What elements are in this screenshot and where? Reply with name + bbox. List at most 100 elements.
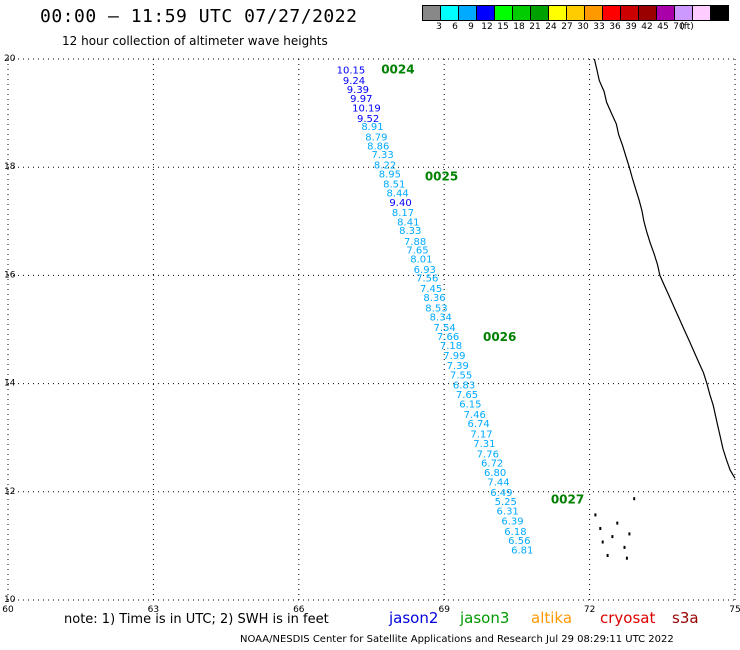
lat-tick-label: 12	[4, 487, 15, 497]
swh-value: 8.95	[379, 170, 401, 181]
island	[606, 554, 609, 557]
lat-lon-grid	[7, 58, 736, 601]
swh-value: 8.33	[399, 226, 421, 237]
pass-number-label: 0027	[551, 492, 584, 506]
swh-value: 8.51	[383, 179, 405, 190]
legend-unit: (ft)	[680, 22, 694, 32]
swh-value: 6.18	[504, 527, 526, 538]
swh-value: 8.79	[365, 132, 387, 143]
island	[599, 527, 602, 530]
legend-label: 12	[481, 22, 493, 32]
swh-value: 8.86	[367, 142, 389, 153]
swh-value: 9.40	[389, 198, 411, 209]
swh-value: 7.65	[456, 390, 478, 401]
legend-label: 39	[625, 22, 637, 32]
legend-label: 9	[468, 22, 474, 32]
swh-value: 9.24	[343, 76, 365, 87]
color-scale-legend: 3 6 9 12 15 18 21 24 27 30 33 36 39 42 45 70 (ft)	[422, 5, 729, 33]
swh-value: 7.99	[443, 351, 465, 362]
map-title: 00:00 – 11:59 UTC 07/27/2022	[40, 6, 358, 27]
swh-value: 7.76	[477, 449, 499, 460]
lon-tick-label: 63	[148, 605, 159, 615]
swh-value: 8.91	[361, 122, 383, 133]
credit-line: NOAA/NESDIS Center for Satellite Applica…	[240, 634, 674, 645]
swh-value: 8.44	[387, 189, 409, 200]
swh-value: 8.01	[410, 255, 432, 266]
swh-value: 7.45	[420, 284, 442, 295]
legend-label: 42	[641, 22, 653, 32]
swh-value: 7.44	[487, 478, 509, 489]
swh-value: 6.56	[508, 536, 530, 547]
swh-value: 8.41	[397, 217, 419, 228]
satellite-s3a: s3a	[672, 609, 699, 627]
swh-value: 9.52	[357, 114, 379, 125]
swh-value: 9.97	[350, 94, 372, 105]
island	[623, 545, 626, 549]
legend-label: 36	[609, 22, 621, 32]
lat-tick-label: 18	[4, 162, 16, 172]
legend-label: 30	[577, 22, 589, 32]
swh-value: 8.36	[423, 293, 445, 304]
swh-value: 8.22	[374, 160, 396, 171]
legend-label: 18	[513, 22, 525, 32]
swh-value: 7.65	[406, 245, 428, 256]
lat-tick-label: 16	[4, 270, 16, 280]
island	[601, 540, 604, 544]
swh-value: 7.54	[434, 323, 456, 334]
satellite-altika: altika	[531, 609, 573, 627]
swh-value: 8.53	[425, 303, 447, 314]
island	[628, 532, 631, 536]
swh-value: 7.55	[450, 370, 472, 381]
legend-label: 6	[452, 22, 458, 32]
swh-value: 6.31	[497, 507, 519, 518]
legend-label: 45	[657, 22, 669, 32]
swh-value: 6.80	[484, 468, 506, 479]
swh-value: 6.72	[481, 459, 503, 470]
pass-labels: 0024 0025 0026 0027	[381, 62, 584, 506]
swh-value: 6.49	[490, 488, 512, 499]
swh-value: 10.15	[337, 65, 366, 76]
swh-value: 8.17	[392, 208, 414, 219]
legend-label: 70	[673, 22, 685, 32]
swh-value: 5.25	[495, 497, 517, 508]
swh-value: 7.88	[404, 237, 426, 248]
lat-tick-label: 10	[4, 595, 16, 605]
legend-label: 33	[593, 22, 605, 32]
legend-label: 27	[561, 22, 573, 32]
legend-label: 3	[436, 22, 442, 32]
lon-tick-label: 72	[584, 605, 595, 615]
swh-value: 6.74	[467, 419, 489, 430]
pass-number-label: 0024	[381, 62, 414, 76]
legend-labels: 3 6 9 12 15 18 21 24 27 30 33 36 39 42 45 70 (ft)	[422, 21, 728, 33]
lon-tick-label: 66	[293, 605, 305, 615]
legend-swatch	[710, 5, 729, 21]
legend-label: 21	[529, 22, 541, 32]
swh-value: 7.56	[416, 274, 438, 285]
pass-number-label: 0025	[425, 169, 458, 183]
lon-tick-label: 69	[438, 605, 450, 615]
swh-value: 6.39	[501, 516, 523, 527]
swh-value: 7.39	[447, 361, 469, 372]
satellite-cryosat: cryosat	[600, 609, 656, 627]
island	[625, 556, 628, 560]
swh-value: 7.17	[470, 429, 492, 440]
swh-value: 6.15	[459, 400, 481, 411]
lat-tick-label: 20	[4, 54, 16, 64]
island	[594, 513, 597, 517]
satellite-jason2: jason2	[389, 609, 439, 627]
lat-tick-label: 14	[4, 379, 16, 389]
island	[633, 497, 636, 501]
lon-tick-label: 60	[2, 605, 14, 615]
swh-value: 7.31	[473, 439, 495, 450]
coastline	[593, 58, 736, 560]
swh-value: 6.93	[414, 265, 436, 276]
swh-value: 6.81	[511, 546, 533, 557]
swh-value: 7.46	[464, 410, 486, 421]
swh-value: 8.34	[430, 313, 452, 324]
legend-label: 15	[497, 22, 509, 32]
swh-value: 7.18	[440, 341, 462, 352]
swh-value: 7.66	[437, 332, 459, 343]
axis-tick-labels: 60 63 66 69 72 75 20 18 16 14 12 10	[2, 54, 740, 615]
swh-value: 9.39	[347, 85, 369, 96]
